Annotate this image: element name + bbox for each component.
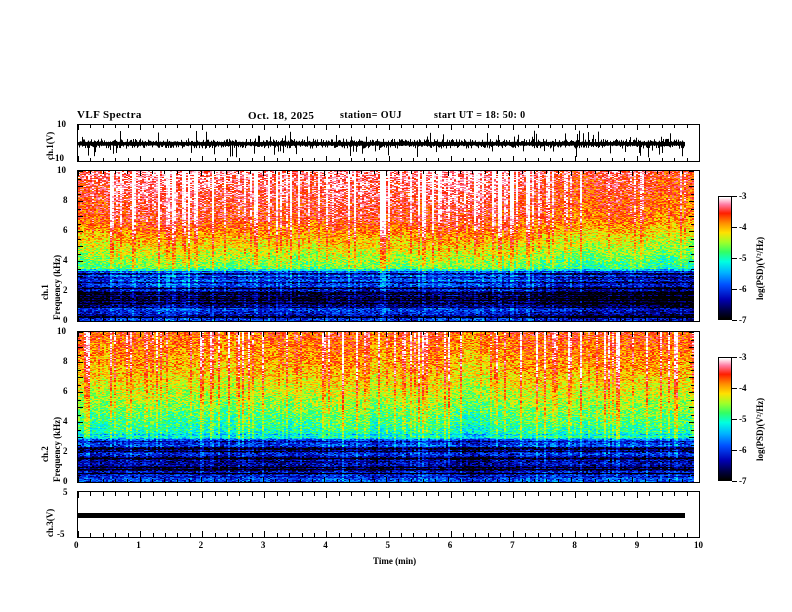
colorbar-tick-mark	[732, 357, 737, 358]
ch2-spec-axis-label-line2: Frequency (kHz)	[52, 416, 62, 482]
x-tick-8: 8	[572, 540, 577, 550]
colorbar-tick--5: -5	[739, 414, 747, 424]
ch2-spec-ytick-0: 0	[63, 476, 68, 486]
colorbar-tick--4: -4	[739, 222, 747, 232]
ch2-spectrogram-panel	[77, 331, 700, 483]
ch1-spectrogram-panel	[77, 170, 700, 322]
ch1-waveform-panel	[77, 124, 700, 162]
observation-date: Oct. 18, 2025	[248, 110, 315, 122]
colorbar-tick-mark	[732, 196, 737, 197]
x-tick-2: 2	[198, 540, 204, 550]
ch3-wave-ytick-top: 5	[63, 487, 68, 497]
ch1-wave-axis-label: ch.1(V)	[45, 131, 55, 160]
ch1-spec-ytick-8: 8	[63, 195, 68, 205]
ch1-spec-axis-label-line1: ch.1	[40, 284, 50, 300]
figure-title: VLF Spectra	[77, 109, 142, 121]
x-tick-7: 7	[510, 540, 515, 550]
ch3-waveform-trace	[78, 492, 699, 537]
ch2-spec-axis-label-line1: ch.2	[40, 446, 50, 462]
x-tick-0: 0	[74, 540, 79, 550]
colorbar-ch1	[718, 196, 732, 320]
x-tick-1: 1	[136, 540, 141, 550]
ch3-wave-axis-label: ch.3(V)	[45, 508, 55, 537]
start-ut-label: start UT = 18: 50: 0	[434, 110, 526, 121]
ch1-spec-axis-label-line2: Frequency (kHz)	[52, 254, 62, 320]
x-tick-6: 6	[447, 540, 453, 550]
colorbar-ch2-gradient	[719, 358, 731, 480]
ch1-wave-ytick-bottom: -10	[52, 153, 64, 163]
ch3-wave-ytick-bottom: -5	[57, 529, 65, 539]
ch2-spec-ytick-4: 4	[63, 416, 68, 426]
colorbar-tick-mark	[732, 481, 737, 482]
colorbar-tick--6: -6	[739, 445, 747, 455]
colorbar-tick--5: -5	[739, 253, 747, 263]
ch1-waveform-trace	[78, 125, 699, 161]
ch1-spec-ytick-0: 0	[63, 315, 68, 325]
ch1-spectrogram-image	[78, 171, 694, 321]
colorbar-tick-mark	[732, 388, 737, 389]
ch2-spectrogram-image	[78, 332, 694, 482]
colorbar-tick--3: -3	[739, 191, 747, 201]
colorbar-ch2-label: log(PSD)(V²/Hz)	[755, 397, 765, 461]
ch1-spec-ytick-4: 4	[63, 255, 68, 265]
ch1-spec-ytick-2: 2	[63, 285, 68, 295]
ch1-spec-ytick-6: 6	[63, 225, 68, 235]
colorbar-tick--7: -7	[739, 315, 747, 325]
colorbar-tick-mark	[732, 227, 737, 228]
colorbar-tick-mark	[732, 289, 737, 290]
x-tick-9: 9	[634, 540, 640, 550]
colorbar-ch2	[718, 357, 732, 481]
colorbar-tick-mark	[732, 320, 737, 321]
ch1-spec-ytick-10: 10	[57, 165, 66, 175]
colorbar-tick--4: -4	[739, 383, 747, 393]
x-tick-10: 10	[694, 540, 703, 550]
station-label: station= OUJ	[340, 110, 402, 121]
colorbar-tick--7: -7	[739, 476, 747, 486]
colorbar-ch1-label: log(PSD)(V²/Hz)	[755, 236, 765, 300]
ch2-spec-ytick-10: 10	[57, 326, 66, 336]
colorbar-tick-mark	[732, 419, 737, 420]
ch2-spec-ytick-6: 6	[63, 386, 68, 396]
colorbar-tick--3: -3	[739, 352, 747, 362]
x-axis-label: Time (min)	[373, 556, 417, 566]
ch2-spec-ytick-2: 2	[63, 446, 68, 456]
colorbar-tick--6: -6	[739, 284, 747, 294]
x-tick-5: 5	[385, 540, 391, 550]
colorbar-ch1-gradient	[719, 197, 731, 319]
colorbar-tick-mark	[732, 258, 737, 259]
colorbar-tick-mark	[732, 450, 737, 451]
ch1-wave-ytick-top: 10	[57, 119, 66, 129]
ch2-spec-ytick-8: 8	[63, 356, 68, 366]
x-tick-3: 3	[260, 540, 266, 550]
x-tick-4: 4	[323, 540, 328, 550]
ch3-waveform-panel	[77, 491, 700, 538]
